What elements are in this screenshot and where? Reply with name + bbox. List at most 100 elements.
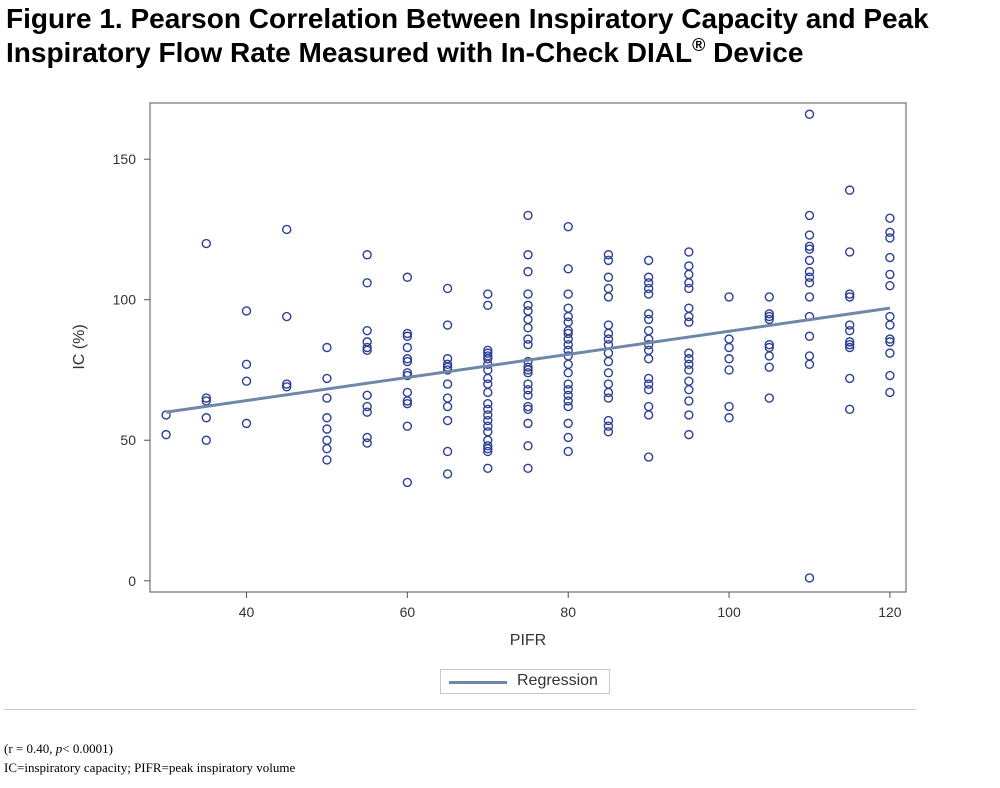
data-point xyxy=(282,379,292,389)
data-point xyxy=(885,320,895,330)
data-point xyxy=(523,368,533,378)
figure-title: Figure 1. Pearson Correlation Between In… xyxy=(6,2,996,70)
data-point xyxy=(402,331,413,341)
data-point xyxy=(483,404,493,415)
data-point xyxy=(563,334,573,344)
data-point xyxy=(603,427,614,437)
data-point xyxy=(603,255,614,266)
data-point xyxy=(241,418,252,429)
data-point xyxy=(603,283,614,294)
data-point xyxy=(402,421,413,431)
data-point xyxy=(804,244,815,254)
data-point xyxy=(684,354,694,364)
data-point xyxy=(684,311,694,322)
data-point xyxy=(402,342,413,353)
data-point xyxy=(684,247,694,257)
data-point xyxy=(885,269,895,280)
title-line-2-end: Device xyxy=(705,37,804,68)
data-point xyxy=(201,238,211,249)
data-point xyxy=(483,379,493,389)
x-axis-label: PIFR xyxy=(510,632,546,649)
data-point xyxy=(483,410,493,420)
data-point xyxy=(845,404,855,415)
data-point xyxy=(322,373,332,384)
data-point xyxy=(322,393,332,403)
data-point xyxy=(603,272,614,282)
data-point xyxy=(483,354,493,364)
data-point xyxy=(643,373,654,384)
data-point xyxy=(442,415,453,426)
data-point xyxy=(684,269,694,280)
data-point xyxy=(362,438,372,448)
data-point xyxy=(885,227,895,237)
data-point xyxy=(563,446,573,457)
data-point xyxy=(684,348,694,358)
title-line-2: Inspiratory Flow Rate Measured with In-C… xyxy=(6,37,693,68)
data-point xyxy=(603,368,614,378)
data-point xyxy=(362,342,372,353)
data-point xyxy=(282,224,292,235)
data-point xyxy=(483,421,493,431)
data-point xyxy=(643,272,654,282)
x-tick-label: 80 xyxy=(560,604,576,620)
stat-p-value: < 0.0001) xyxy=(62,741,113,756)
data-point xyxy=(322,342,332,353)
data-point xyxy=(523,390,533,400)
data-point xyxy=(523,401,533,412)
data-point xyxy=(885,387,895,398)
data-point xyxy=(523,266,533,277)
data-point xyxy=(603,393,614,403)
data-point xyxy=(201,393,211,403)
data-point xyxy=(643,278,654,288)
y-tick-label: 0 xyxy=(128,573,136,589)
data-point xyxy=(684,278,694,288)
data-point xyxy=(845,292,855,302)
data-point xyxy=(402,387,413,398)
data-point xyxy=(402,328,413,339)
data-point xyxy=(885,252,895,263)
data-point xyxy=(563,368,573,378)
data-point xyxy=(684,410,694,420)
data-point xyxy=(603,356,614,367)
data-point xyxy=(442,379,453,389)
y-tick-label: 100 xyxy=(113,292,137,308)
data-point xyxy=(603,387,614,398)
data-point xyxy=(684,283,694,294)
regression-series xyxy=(165,306,891,414)
data-point xyxy=(643,345,654,356)
data-point xyxy=(523,384,533,395)
data-point xyxy=(603,415,614,426)
data-point xyxy=(563,359,573,370)
data-point xyxy=(764,309,774,319)
data-point xyxy=(845,342,855,353)
data-point xyxy=(322,424,332,434)
data-point xyxy=(563,432,573,443)
data-point xyxy=(684,396,694,406)
data-point xyxy=(523,323,533,333)
data-point xyxy=(603,328,614,339)
data-point xyxy=(643,401,654,412)
data-point xyxy=(322,455,332,465)
y-tick-label: 150 xyxy=(113,151,137,167)
data-point xyxy=(322,435,332,445)
data-point xyxy=(603,292,614,302)
data-point xyxy=(764,292,774,302)
data-point xyxy=(804,351,815,361)
data-point xyxy=(845,325,855,336)
data-point xyxy=(442,283,453,294)
x-tick-label: 120 xyxy=(878,604,902,620)
data-point xyxy=(643,255,654,266)
data-point xyxy=(845,339,855,350)
data-point xyxy=(523,418,533,429)
data-point xyxy=(764,314,774,325)
data-point xyxy=(643,289,654,299)
legend-line-swatch xyxy=(449,681,507,684)
data-point xyxy=(603,250,614,260)
data-point xyxy=(845,373,855,384)
data-point xyxy=(724,401,734,412)
data-point xyxy=(684,384,694,395)
data-point xyxy=(402,399,413,409)
data-point xyxy=(724,292,734,302)
data-point xyxy=(643,314,654,325)
data-point xyxy=(563,264,573,274)
